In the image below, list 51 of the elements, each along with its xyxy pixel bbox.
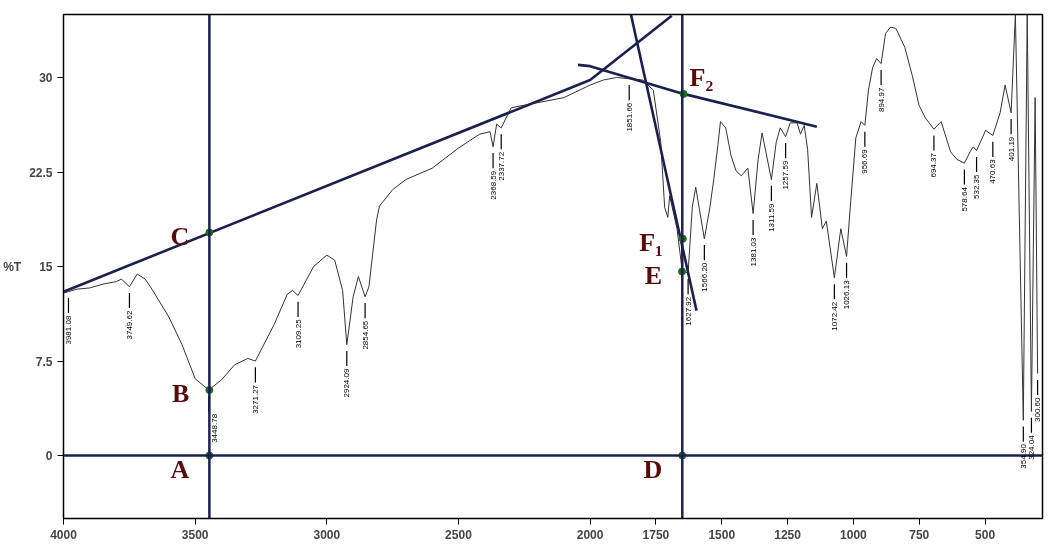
annotation: 1381.03 — [748, 236, 758, 267]
data-label: D — [643, 455, 663, 484]
annotation: 1566.20 — [699, 262, 709, 292]
annotation: 1851.66 — [624, 102, 634, 132]
x-tick-label: 2500 — [445, 527, 473, 542]
annotation: 1311.59 — [766, 202, 776, 232]
y-tick-label: 7.5 — [35, 354, 53, 369]
annotation: 3271.27 — [250, 384, 260, 414]
x-tick-label: 1500 — [708, 527, 736, 542]
data-label: F₂ — [689, 62, 714, 92]
annotation: 532.35 — [972, 173, 982, 199]
y-tick-label: 30 — [39, 71, 53, 85]
annotation: 470.63 — [988, 158, 998, 184]
annotation: 1627.92 — [683, 296, 693, 326]
y-tick-label: 22.5 — [29, 165, 53, 180]
data-label: A — [170, 455, 190, 484]
x-tick-label: 500 — [975, 527, 996, 542]
annotation: 2924.09 — [342, 368, 352, 398]
annotation: 1072.42 — [829, 301, 839, 331]
annotation: 401.19 — [1006, 136, 1016, 162]
annotation: 3448.78 — [209, 413, 219, 443]
annotation: 3109.25 — [293, 318, 303, 349]
data-label: C — [170, 221, 190, 251]
x-tick-label: 1000 — [840, 527, 868, 542]
annotation: 2368.59 — [488, 170, 498, 200]
annotation: 956.69 — [860, 148, 870, 174]
annotation: 1026.13 — [842, 279, 852, 310]
annotation: 300.60 — [1033, 396, 1043, 423]
data-label: B — [172, 379, 190, 409]
x-tick-label: 1750 — [642, 527, 670, 542]
annotation: 2337.72 — [496, 151, 506, 181]
data-label: E — [644, 261, 663, 291]
x-tick-label: 4000 — [50, 527, 78, 542]
annotation: 578.64 — [959, 186, 969, 212]
data-label: F₁ — [639, 228, 663, 258]
annotation: 324.04 — [1026, 434, 1036, 460]
annotation: 3981.08 — [63, 315, 73, 345]
x-tick-label: 1250 — [774, 527, 802, 542]
annotation: 894.97 — [876, 87, 886, 113]
x-tick-label: 750 — [909, 527, 930, 542]
y-tick-label: 15 — [39, 260, 53, 274]
annotation: 1257.59 — [781, 160, 791, 190]
x-tick-label: 3500 — [181, 527, 209, 542]
x-tick-label: 2000 — [576, 527, 604, 542]
x-tick-label: 3000 — [313, 527, 341, 542]
annotation: 2854.65 — [360, 320, 370, 350]
annotation: 354.90 — [1018, 443, 1028, 469]
annotation: 3749.62 — [124, 310, 134, 340]
y-axis-title: %T — [3, 259, 22, 274]
y-tick-label: 0 — [45, 449, 53, 463]
annotation: 694.37 — [929, 152, 939, 178]
